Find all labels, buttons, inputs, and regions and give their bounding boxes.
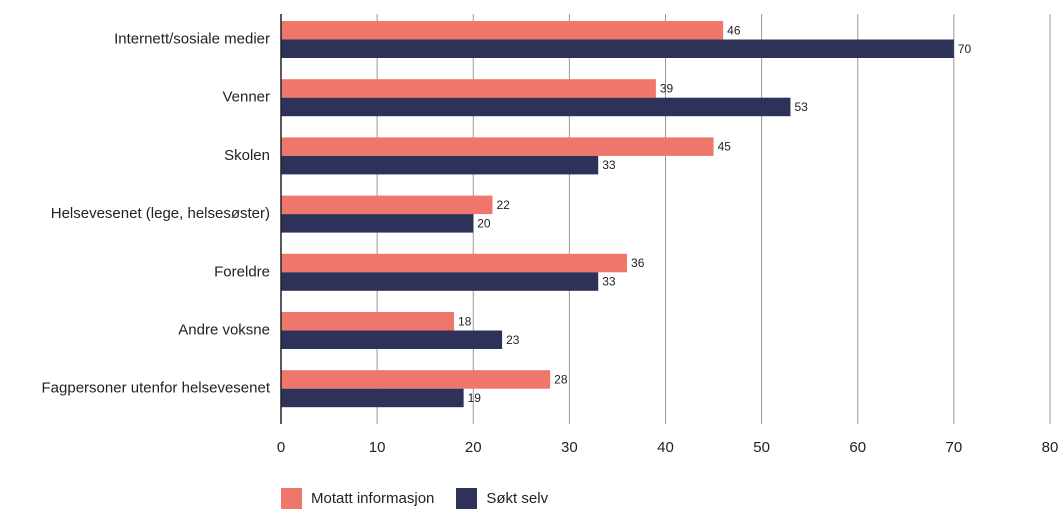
category-label: Internett/sosiale medier	[114, 31, 270, 48]
bar	[281, 97, 791, 117]
category-label: Andre voksne	[178, 322, 270, 339]
x-tick-label: 50	[753, 439, 770, 456]
category-label: Fagpersoner utenfor helsevesenet	[42, 380, 271, 397]
x-tick-label: 0	[277, 439, 285, 456]
data-label: 33	[602, 158, 616, 172]
bar	[281, 214, 474, 233]
x-tick-label: 70	[946, 439, 963, 456]
data-label: 39	[660, 81, 674, 95]
x-tick-label: 20	[465, 439, 482, 456]
bar	[281, 195, 493, 215]
bar	[281, 79, 656, 98]
data-label: 20	[477, 216, 491, 230]
data-label: 36	[631, 256, 645, 270]
data-label: 53	[794, 100, 808, 114]
data-label: 70	[958, 42, 972, 56]
x-tick-label: 40	[657, 439, 674, 456]
bar-chart: 46 70 Internett/sosiale medier 39 53 Venner 45…	[42, 14, 1059, 456]
legend: Motatt informasjon Søkt selv	[281, 486, 548, 510]
bar	[281, 388, 464, 408]
x-tick-label: 10	[369, 439, 386, 456]
bar	[281, 39, 954, 58]
data-label: 18	[458, 314, 472, 328]
bar	[281, 312, 455, 331]
bar	[281, 370, 551, 389]
bar	[281, 137, 714, 156]
legend-label-motatt: Motatt informasjon	[311, 489, 435, 507]
legend-swatch-motatt	[281, 487, 302, 509]
category-label: Helsevesenet (lege, helsesøster)	[51, 205, 270, 222]
legend-item-sokt: Søkt selv	[456, 487, 549, 509]
bar	[281, 21, 724, 40]
data-label: 45	[718, 140, 732, 154]
data-label: 33	[602, 275, 616, 289]
data-label: 19	[468, 391, 482, 405]
category-label: Foreldre	[214, 263, 270, 280]
x-tick-label: 60	[849, 439, 866, 456]
data-label: 28	[554, 372, 568, 386]
legend-label-sokt: Søkt selv	[486, 489, 549, 507]
x-tick-label: 80	[1042, 439, 1059, 456]
data-label: 23	[506, 333, 520, 347]
data-label: 22	[496, 198, 510, 212]
category-label: Skolen	[224, 147, 270, 164]
data-label: 46	[727, 23, 741, 37]
legend-item-motatt: Motatt informasjon	[281, 487, 435, 509]
legend-swatch-sokt	[456, 487, 478, 509]
bar	[281, 272, 599, 291]
bar	[281, 253, 628, 273]
x-tick-label: 30	[561, 439, 578, 456]
bar	[281, 330, 503, 349]
category-label: Venner	[222, 89, 270, 106]
bar	[281, 155, 599, 175]
